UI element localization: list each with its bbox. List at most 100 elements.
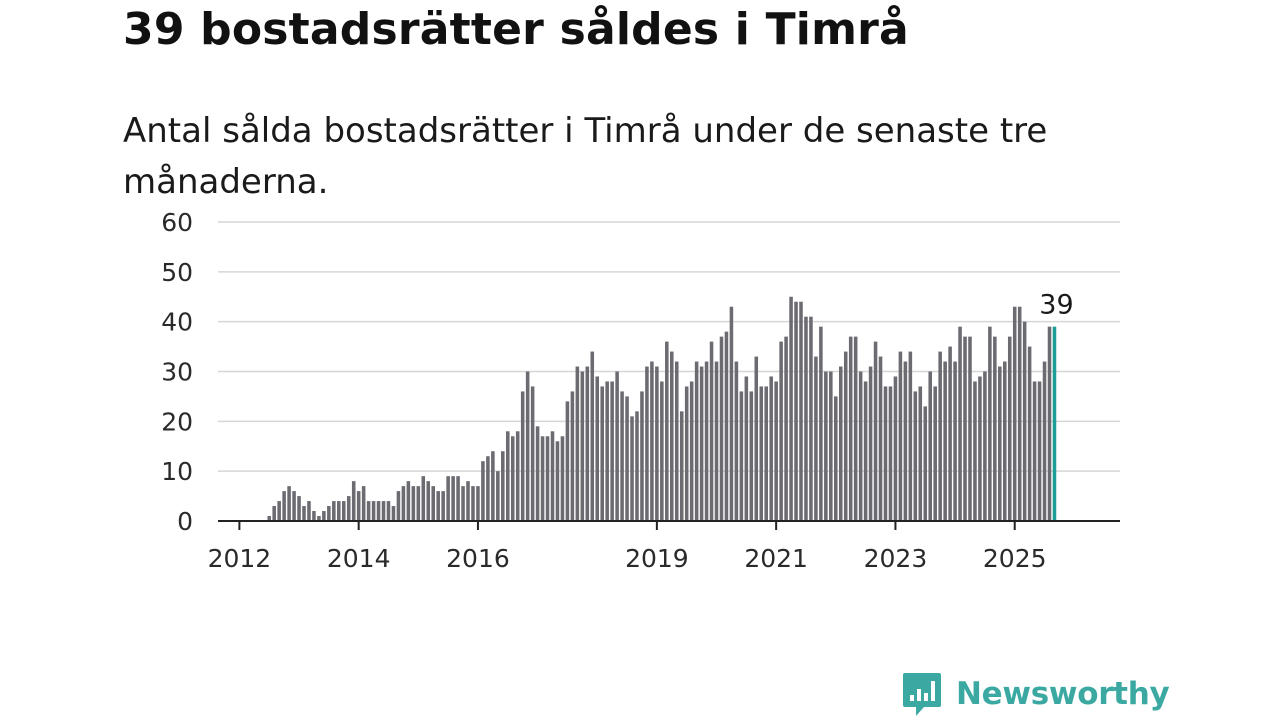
bar	[1032, 381, 1037, 521]
brand-name: Newsworthy	[956, 676, 1170, 712]
bar	[1017, 306, 1022, 521]
bar	[282, 491, 286, 521]
y-tick-label: 50	[161, 258, 193, 287]
bar	[520, 391, 525, 521]
bar	[421, 476, 426, 521]
bar	[888, 386, 893, 521]
bar	[903, 361, 908, 521]
bar	[843, 351, 848, 521]
bar	[779, 341, 783, 521]
bar	[724, 331, 729, 521]
bar	[312, 511, 316, 521]
bar	[933, 386, 937, 521]
bar	[834, 396, 838, 521]
bar	[535, 426, 540, 521]
bar	[928, 371, 932, 521]
bar	[694, 361, 699, 521]
bar	[983, 371, 987, 521]
bar-chart-speech-bubble-icon	[903, 673, 941, 716]
bar	[824, 371, 828, 521]
bar	[585, 366, 590, 521]
bar	[451, 476, 455, 521]
bar	[615, 371, 619, 521]
bar	[963, 336, 967, 521]
bar	[1003, 361, 1007, 521]
x-tick-label: 2019	[625, 544, 689, 573]
newsworthy-logo: Newsworthy	[902, 670, 1170, 718]
bar	[784, 336, 788, 521]
bar	[287, 486, 291, 521]
chart-subtitle: Antal sålda bostadsrätter i Timrå under …	[123, 111, 1048, 202]
y-tick-label: 20	[161, 407, 193, 436]
bar	[1047, 326, 1052, 521]
bar	[714, 361, 719, 521]
bar	[679, 411, 684, 521]
bar	[620, 391, 624, 521]
bar	[853, 336, 858, 521]
bar	[446, 476, 450, 521]
x-tick-label: 2023	[864, 544, 928, 573]
x-tick-label: 2012	[208, 544, 272, 573]
bar	[545, 436, 550, 521]
bar	[973, 381, 977, 521]
bar	[1027, 346, 1032, 521]
bar	[848, 336, 853, 521]
bar	[804, 316, 808, 521]
bar	[858, 371, 863, 521]
bar	[729, 306, 734, 521]
bar	[570, 391, 575, 521]
bar	[371, 501, 376, 521]
bar	[958, 326, 962, 521]
y-axis-labels: 0 10 20 30 40 50 60	[161, 208, 193, 536]
bar	[510, 436, 515, 521]
bar	[998, 366, 1002, 521]
bar	[565, 401, 570, 521]
bar	[883, 386, 888, 521]
bar	[943, 361, 947, 521]
y-tick-label: 30	[161, 358, 193, 387]
bar	[993, 336, 997, 521]
bar	[699, 366, 704, 521]
bar	[292, 491, 296, 521]
bar	[838, 366, 843, 521]
bar	[709, 341, 714, 521]
y-tick-label: 40	[161, 308, 193, 337]
bar	[600, 386, 604, 521]
bar	[689, 381, 694, 521]
bar	[277, 501, 281, 521]
bar	[913, 391, 918, 521]
bar	[461, 486, 465, 521]
bar	[908, 351, 913, 521]
bar	[674, 361, 679, 521]
bar	[525, 371, 530, 521]
bar	[953, 361, 957, 521]
bar	[759, 386, 764, 521]
bar	[873, 341, 878, 521]
bar	[650, 361, 654, 521]
bar	[441, 491, 445, 521]
bar	[416, 486, 421, 521]
bar	[684, 386, 689, 521]
bar	[640, 391, 644, 521]
bar	[595, 376, 600, 521]
bar	[476, 486, 480, 521]
latest-value-label: 39	[1039, 290, 1073, 321]
bar	[386, 501, 391, 521]
bar	[406, 481, 411, 521]
bar	[630, 416, 634, 521]
bar	[610, 381, 614, 521]
bar	[356, 491, 361, 521]
bar	[868, 366, 873, 521]
bar	[918, 386, 923, 521]
bar	[719, 336, 724, 521]
bar	[530, 386, 535, 521]
bar	[267, 516, 271, 521]
x-tick-label: 2016	[446, 544, 510, 573]
bar	[1037, 381, 1042, 521]
bar	[923, 406, 928, 521]
bar	[774, 381, 778, 521]
bar	[749, 391, 754, 521]
bar	[436, 491, 440, 521]
bar	[988, 326, 992, 521]
bar	[501, 451, 505, 521]
